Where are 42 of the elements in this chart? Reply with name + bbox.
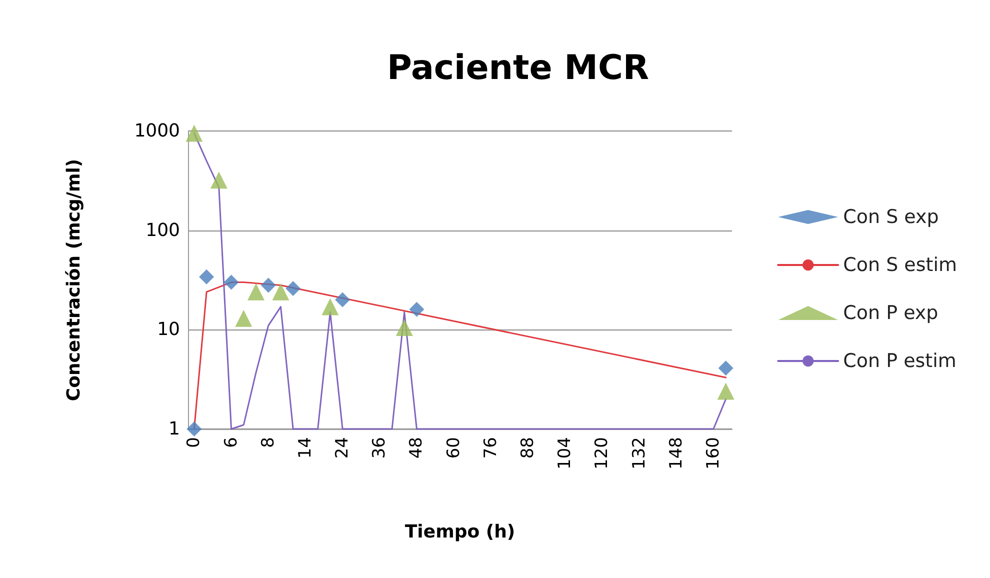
legend-label: Con S estim [843,254,958,276]
point [272,283,290,300]
x-axis-title: Tiempo (h) [404,522,516,542]
x-tick-label: 14 [295,437,316,459]
legend-label: Con P estim [843,350,956,372]
point [335,292,350,308]
point [210,172,228,189]
x-tick-label: 132 [629,437,650,470]
x-tick-label: 24 [332,437,353,459]
point [186,422,202,436]
point [286,280,301,296]
x-tick-label: 8 [258,437,278,448]
legend-label: Con P exp [843,302,938,324]
x-tick-label: 148 [666,437,686,470]
point [224,274,239,290]
point [396,319,413,336]
y-axis-title: Concentración (mcg/ml) [64,158,84,402]
point [199,269,214,284]
point [717,382,734,400]
point [186,124,203,142]
y-tick-label: 1 [168,418,180,440]
point [248,283,264,300]
y-tick-label: 10 [157,319,180,340]
x-tick-label: 60 [444,437,464,459]
x-tick-label: 88 [518,437,538,459]
x-tick-label: 160 [703,437,724,470]
point [260,278,276,293]
x-tick-label: 120 [592,437,612,470]
x-tick-label: 48 [406,437,427,459]
x-tick-label: 0 [184,437,204,448]
x-tick-label: 76 [480,437,501,459]
x-tick-label: 104 [555,437,576,470]
chart-title: Paciente MCR [386,48,650,88]
y-tick-label: 100 [146,220,180,241]
point [409,302,424,317]
x-tick-label: 6 [221,437,242,448]
point [322,298,339,316]
x-tick-label: 36 [370,437,390,459]
point [235,310,252,327]
y-tick-label: 1000 [134,120,180,142]
point [718,360,734,376]
legend-label: Con S exp [843,206,939,228]
